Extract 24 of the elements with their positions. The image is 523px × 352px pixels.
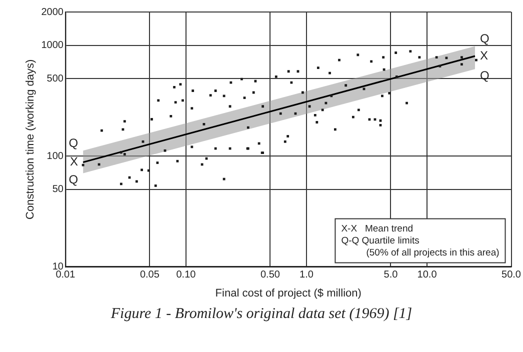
x-axis-title: Final cost of project ($ million): [215, 287, 362, 300]
x-tick-label: 0.50: [260, 270, 280, 281]
annotation: X-X Mean trend: [341, 223, 414, 234]
text: Figure 1 - Bromilow's original data set (1969) [1]: [110, 306, 414, 323]
annotation: X: [480, 48, 488, 62]
x-tick-label: 0.01: [56, 270, 76, 281]
x-tick-label: 50.0: [502, 270, 522, 281]
annotation: Q: [68, 172, 78, 187]
x-tick-label: 0.05: [140, 270, 160, 281]
y-tick-label: 100: [46, 150, 64, 162]
y-tick-label: 2000: [41, 6, 64, 18]
y-tick-label: 1000: [41, 40, 64, 52]
x-tick-label: 5.0: [384, 270, 398, 281]
annotation: X: [70, 154, 78, 169]
annotation: Q: [480, 32, 490, 46]
x-tick-label: 1.0: [300, 270, 314, 281]
annotation: Q: [68, 136, 78, 150]
annotation: Q-Q Quartile limits: [341, 235, 420, 246]
y-tick-label: 500: [46, 73, 64, 84]
y-tick-label: 50: [52, 184, 64, 196]
annotation: (50% of all projects in this area): [366, 247, 500, 258]
x-tick-label: 0.10: [176, 270, 196, 281]
x-tick-label: 10.0: [417, 270, 438, 281]
y-axis-title: Construction time (working days): [24, 59, 37, 220]
